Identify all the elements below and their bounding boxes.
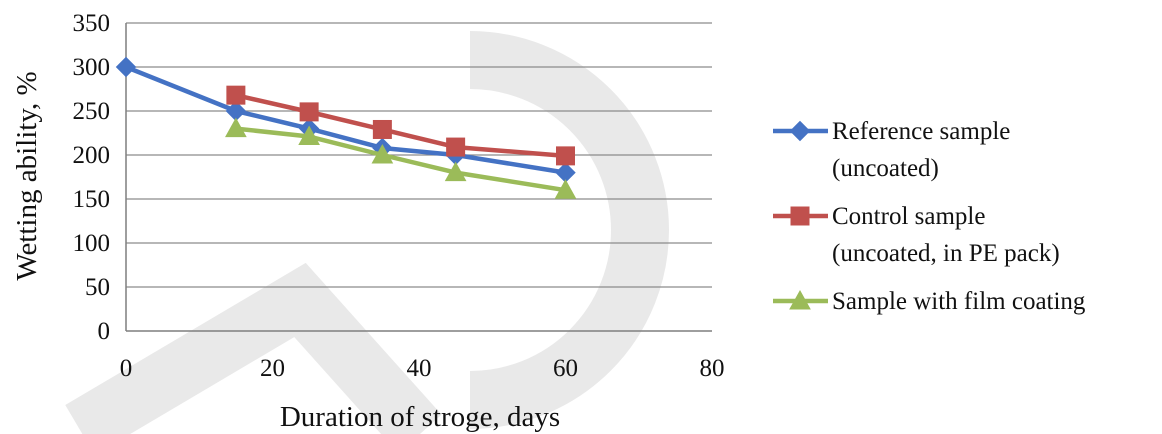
legend-marker [789, 289, 811, 310]
legend-label: Reference sample [832, 118, 1010, 145]
series-line [235, 92, 566, 159]
y-tick-label: 350 [73, 10, 111, 37]
y-tick-label: 150 [73, 186, 111, 213]
y-tick-label: 100 [73, 230, 111, 257]
legend-label: Control sample [832, 203, 985, 230]
data-point [446, 137, 466, 157]
legend: Reference sample (uncoated) Control sample… [773, 118, 1086, 315]
y-axis-title: Wetting ability, % [11, 71, 43, 280]
legend-entry-1: Reference sample (uncoated) [773, 118, 1010, 182]
x-tick-label: 0 [120, 355, 133, 382]
legend-label: (uncoated, in PE pack) [832, 240, 1060, 267]
data-point [444, 161, 467, 182]
series-line [125, 64, 566, 175]
y-tick-label: 250 [73, 98, 111, 125]
legend-label: Sample with film coating [832, 288, 1086, 315]
legend-marker [789, 120, 811, 142]
series-line [235, 126, 566, 193]
data-point [556, 146, 575, 166]
y-tick-label: 300 [73, 54, 111, 81]
x-axis-title: Duration of stroge, days [280, 401, 560, 433]
legend-entry-2: Control sample (uncoated, in PE pack) [773, 203, 1060, 267]
series-3 [225, 117, 577, 199]
legend-entry-3: Sample with film coating [773, 288, 1086, 315]
data-point [226, 85, 246, 105]
x-tick-label: 60 [553, 355, 578, 382]
y-tick-label: 200 [73, 142, 111, 169]
watermark [65, 31, 669, 434]
grid-lines [126, 22, 712, 288]
series-group [115, 56, 577, 199]
y-tick-label: 0 [98, 318, 111, 345]
y-tick-labels: 0 50 100 150 200 250 300 350 [73, 10, 111, 345]
data-point [298, 125, 320, 146]
data-point [554, 179, 577, 199]
legend-label: (uncoated) [832, 155, 939, 182]
x-tick-label: 20 [260, 355, 285, 382]
data-point [299, 102, 319, 122]
data-point [225, 117, 247, 138]
series-2 [226, 85, 575, 166]
data-point [372, 119, 392, 139]
data-point [115, 56, 137, 78]
legend-marker [790, 206, 810, 226]
x-tick-label: 80 [700, 355, 725, 382]
x-tick-label: 40 [407, 355, 432, 382]
x-tick-labels: 0 20 40 60 80 [120, 355, 725, 382]
y-tick-label: 50 [85, 274, 110, 301]
data-point [371, 143, 394, 164]
